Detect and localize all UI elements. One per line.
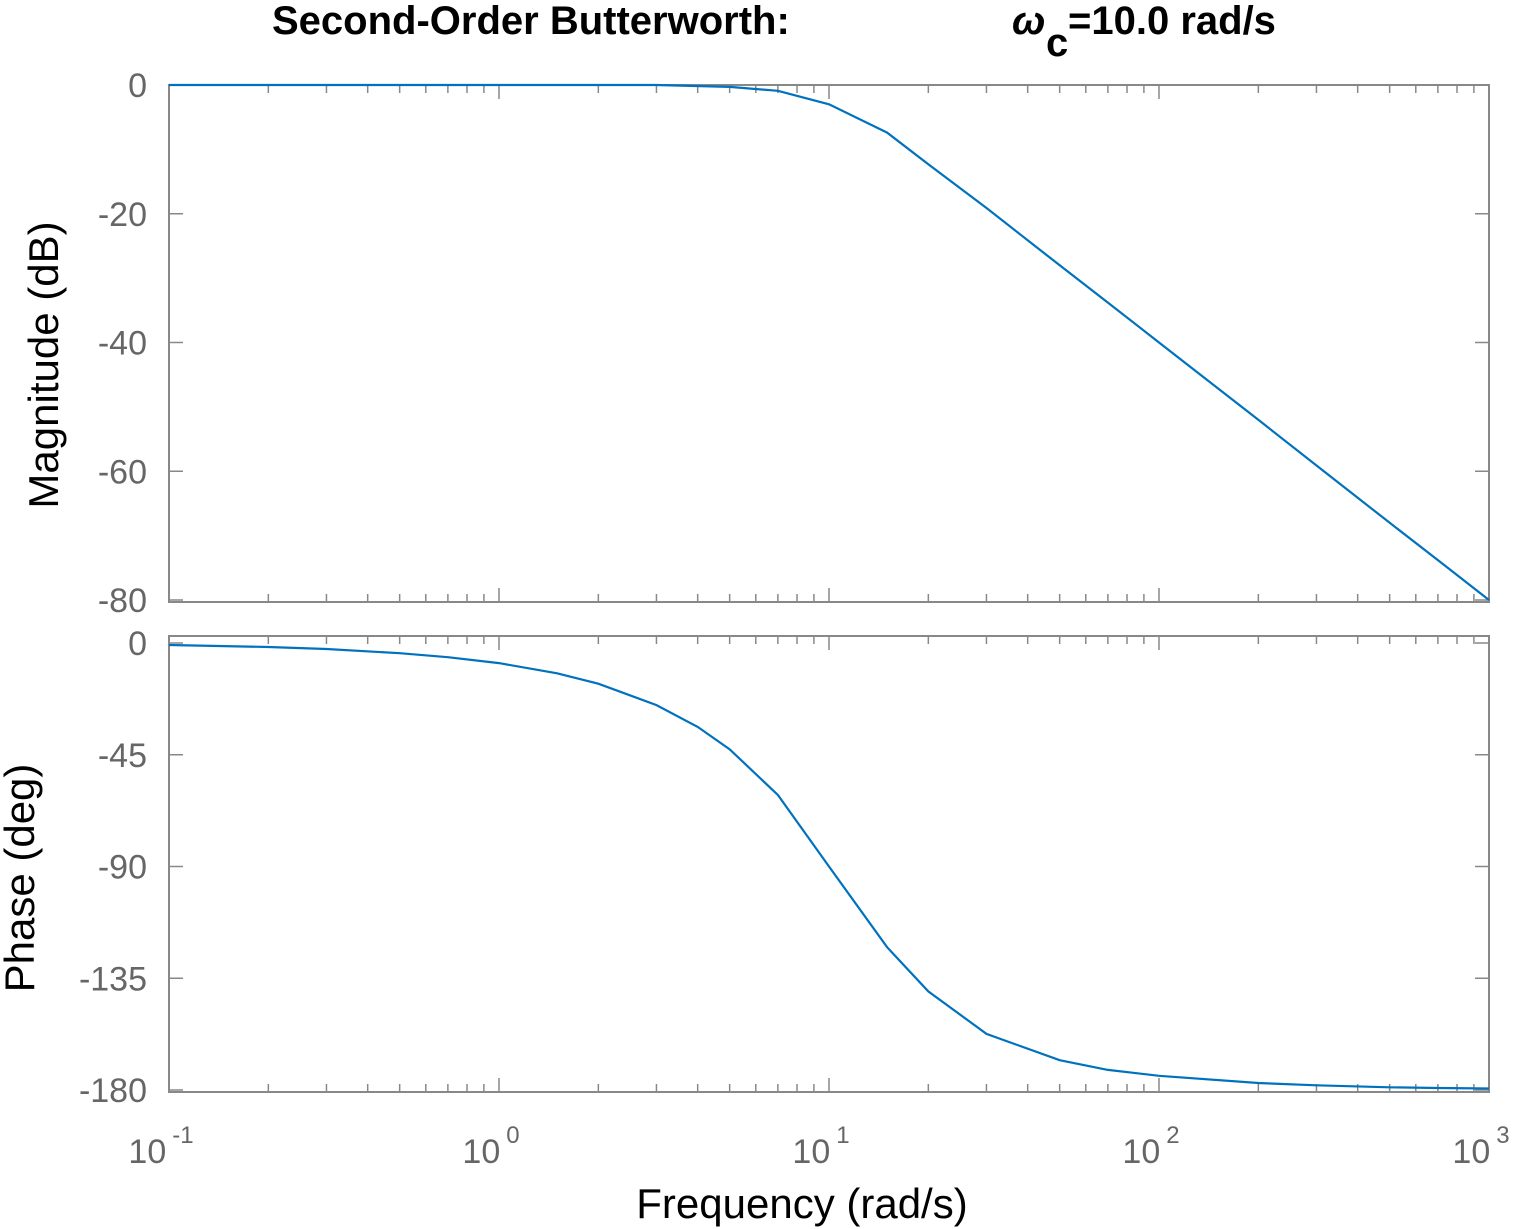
phase-ytick-label: 0	[128, 625, 147, 663]
chart-title-value: =10.0 rad/s	[1068, 0, 1276, 43]
magnitude-ytick-label: -80	[98, 582, 147, 620]
magnitude-ylabel: Magnitude (dB)	[20, 221, 67, 508]
magnitude-ytick-label: -20	[98, 196, 147, 234]
x-tick-label: 10 0	[462, 1122, 519, 1171]
magnitude-curve	[169, 83, 1490, 601]
x-tick-label: 10 3	[1452, 1122, 1509, 1171]
phase-ytick-label: -45	[98, 737, 147, 775]
chart-title-subscript: c	[1046, 21, 1068, 65]
magnitude-ytick-label: -60	[98, 453, 147, 491]
x-axis-label: Frequency (rad/s)	[636, 1180, 967, 1227]
phase-ytick-label: -180	[79, 1072, 147, 1110]
chart-title-omega: ω	[1012, 0, 1045, 43]
phase-axes: 0 -45 -90 -135 -180	[79, 625, 1490, 1110]
x-tick-label: 10 -1	[128, 1122, 193, 1171]
phase-plot-frame	[168, 635, 1490, 1093]
phase-ytick-label: -135	[79, 960, 147, 998]
phase-curve	[168, 643, 1490, 1090]
magnitude-ytick-label: 0	[128, 67, 147, 105]
magnitude-axes: 0 -20 -40 -60 -80	[98, 67, 1490, 620]
x-tick-label: 10 1	[792, 1122, 849, 1171]
magnitude-ytick-label: -40	[98, 325, 147, 363]
x-tick-label: 10 2	[1122, 1122, 1179, 1171]
x-tick-labels: 10 -1 10 0 10 1 10 2 10 3	[128, 1122, 1509, 1171]
chart-title: Second-Order Butterworth:	[272, 0, 790, 43]
phase-ytick-label: -90	[98, 849, 147, 887]
magnitude-plot-frame	[168, 84, 1490, 603]
phase-ylabel: Phase (deg)	[0, 764, 43, 993]
